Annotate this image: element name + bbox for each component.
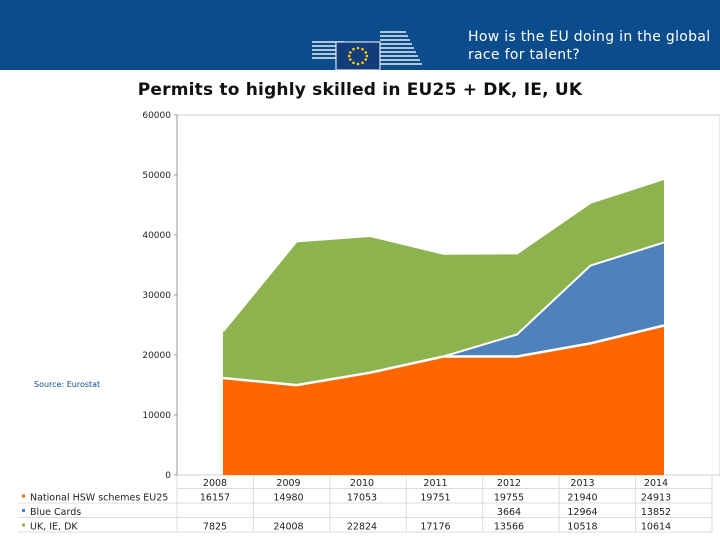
y-tick-label: 50000: [142, 171, 171, 181]
table-value-cell: 19751: [420, 493, 450, 504]
x-category-label: 2008: [203, 478, 227, 489]
legend-swatch: [22, 494, 25, 498]
table-value-cell: 17176: [420, 522, 450, 533]
table-value-cell: 24913: [641, 493, 671, 504]
table-value-cell: 24008: [273, 522, 303, 533]
table-value-cell: 13566: [494, 522, 524, 533]
y-tick-label: 60000: [142, 111, 171, 121]
table-value-cell: 22824: [347, 522, 377, 533]
x-category-label: 2009: [276, 478, 300, 489]
x-category-label: 2014: [644, 478, 668, 489]
area-uk-ie-dk: [223, 178, 664, 386]
y-tick-label: 0: [165, 471, 171, 481]
header-title: How is the EU doing in the global race f…: [468, 29, 711, 63]
table-value-cell: 10518: [567, 522, 597, 533]
table-value-cell: 19755: [494, 493, 524, 504]
legend-swatch: [22, 509, 25, 512]
area-national-hsw-schemes-eu25: [223, 325, 664, 475]
series-separator-line: [222, 241, 665, 387]
legend-entry: UK, IE, DK: [30, 522, 78, 533]
table-value-cell: 21940: [567, 493, 597, 504]
y-tick-label: 30000: [142, 291, 171, 301]
table-value-cell: 12964: [567, 507, 597, 518]
y-tick-label: 20000: [142, 351, 171, 361]
table-value-cell: 16157: [200, 493, 230, 504]
source-note: Source: Eurostat: [34, 380, 101, 389]
chart-title: Permits to highly skilled in EU25 + DK, …: [137, 80, 583, 100]
header-banner: How is the EU doing in the global race f…: [0, 0, 720, 70]
area-top-outline: [222, 177, 665, 332]
table-value-cell: 7825: [203, 522, 227, 533]
table-value-cell: 3664: [497, 507, 521, 518]
table-value-cell: 17053: [347, 493, 377, 504]
y-tick-label: 10000: [142, 411, 171, 421]
legend-entry: National HSW schemes EU25: [30, 493, 168, 504]
x-category-label: 2011: [423, 478, 447, 489]
table-value-cell: 14980: [273, 493, 303, 504]
y-tick-label: 40000: [142, 231, 171, 241]
x-category-label: 2013: [570, 478, 594, 489]
x-category-label: 2012: [497, 478, 521, 489]
table-value-cell: 10614: [641, 522, 671, 533]
european-commission-logo: [312, 31, 422, 70]
legend-entry: Blue Cards: [30, 507, 81, 518]
x-category-label: 2010: [350, 478, 374, 489]
legend-swatch: [22, 523, 25, 527]
table-value-cell: 13852: [641, 507, 671, 518]
